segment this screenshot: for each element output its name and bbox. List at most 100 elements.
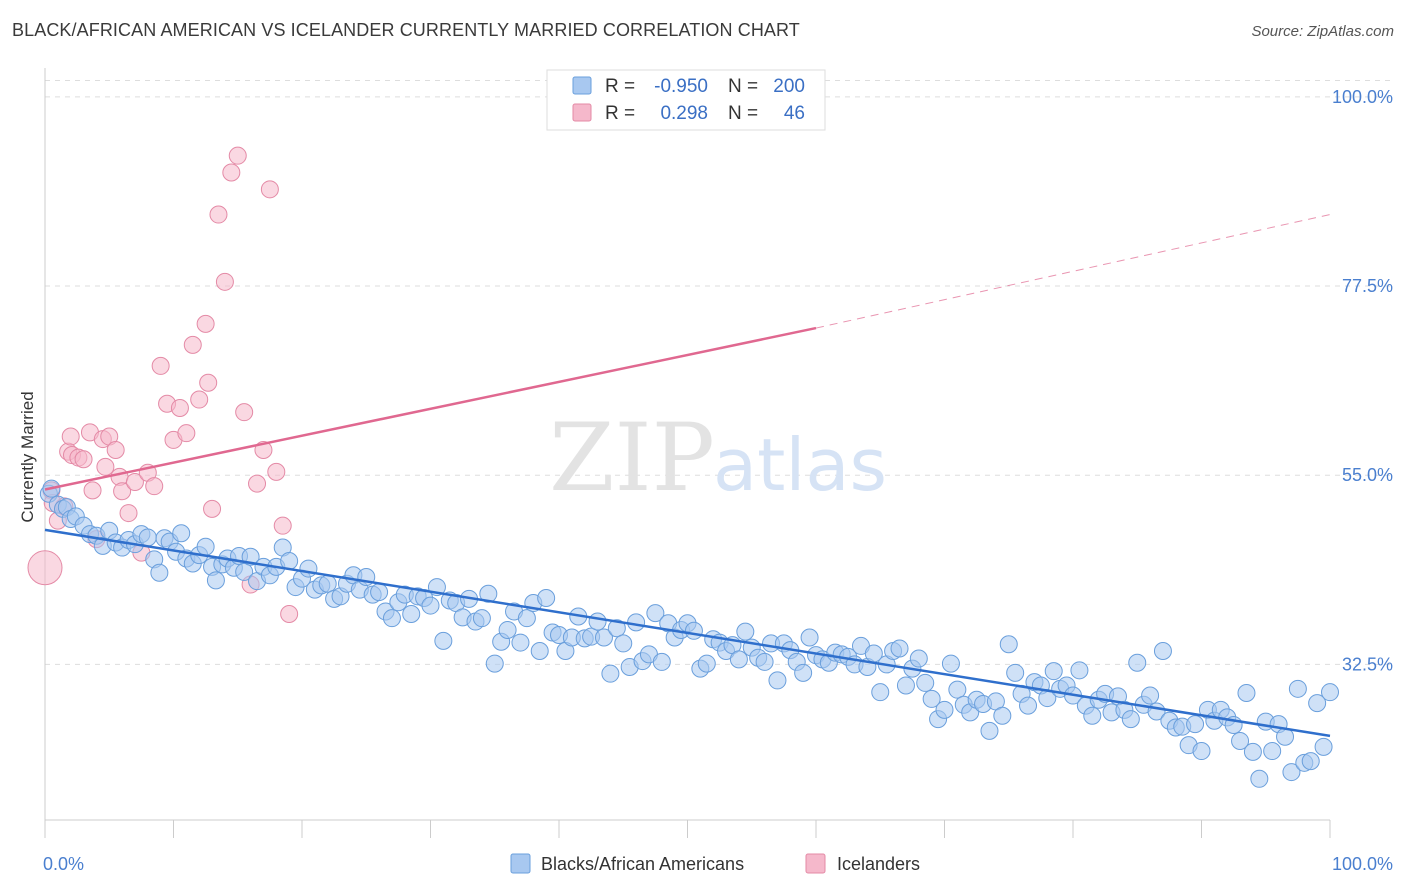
- icelanders-point: [248, 474, 267, 493]
- icelanders-point: [260, 180, 279, 199]
- icelanders-point: [145, 477, 164, 496]
- series-legend: Blacks/African Americans Icelanders: [510, 853, 920, 874]
- blacks-point: [652, 652, 671, 671]
- blacks-point: [607, 619, 626, 638]
- icelanders-point: [222, 163, 241, 182]
- blacks-point: [646, 604, 665, 623]
- blacks-point: [1192, 742, 1211, 761]
- blacks-point: [999, 635, 1018, 654]
- icelanders-point: [267, 462, 286, 481]
- blacks-point: [890, 639, 909, 658]
- blacks-point: [601, 664, 620, 683]
- legend-bottom-swatch-blue: [510, 853, 531, 874]
- blacks-point: [1237, 684, 1256, 703]
- blacks-point: [1121, 710, 1140, 729]
- icelanders-point: [61, 427, 80, 446]
- icelanders-point: [203, 499, 222, 518]
- icelanders-point: [280, 604, 299, 623]
- icelanders-point: [96, 457, 115, 476]
- icelanders-point: [199, 373, 218, 392]
- icelanders-point: [74, 450, 93, 469]
- blacks-point: [1141, 686, 1160, 705]
- legend-n-value-2: 46: [784, 103, 805, 124]
- blacks-point: [1282, 763, 1301, 782]
- blacks-point: [196, 537, 215, 556]
- legend-bottom-swatch-pink: [805, 853, 826, 874]
- blacks-point: [517, 609, 536, 628]
- y-tick-labels: 32.5% 55.0% 77.5% 100.0%: [1332, 87, 1393, 675]
- legend-n-value-1: 200: [773, 76, 805, 97]
- blacks-point: [1314, 737, 1333, 756]
- blacks-point: [318, 574, 337, 593]
- blacks-point: [1044, 662, 1063, 681]
- blacks-point: [896, 676, 915, 695]
- icelanders-point: [209, 205, 228, 224]
- blacks-point: [172, 524, 191, 543]
- legend-r-value-2: 0.298: [660, 103, 708, 124]
- blacks-point: [511, 633, 530, 652]
- y-tick-label-1: 55.0%: [1342, 465, 1393, 485]
- icelanders-point: [151, 356, 170, 375]
- blacks-point: [1006, 663, 1025, 682]
- blacks-point: [138, 528, 157, 547]
- icelanders-point: [27, 550, 63, 586]
- blacks-point: [479, 584, 498, 603]
- blacks-point: [1153, 641, 1172, 660]
- chart-title: BLACK/AFRICAN AMERICAN VS ICELANDER CURR…: [12, 20, 800, 40]
- blacks-point: [1083, 706, 1102, 725]
- blacks-point: [993, 706, 1012, 725]
- legend-swatch-blue: [572, 76, 592, 95]
- legend-bottom-label-blue: Blacks/African Americans: [541, 854, 744, 874]
- blacks-point: [472, 609, 491, 628]
- blacks-point: [916, 673, 935, 692]
- blacks-point: [729, 650, 748, 669]
- legend-r-label-2: R =: [605, 103, 635, 124]
- blacks-point: [736, 622, 755, 641]
- blacks-point: [421, 596, 440, 615]
- x-tick-label-1: 100.0%: [1332, 854, 1393, 874]
- icelanders-point: [215, 272, 234, 291]
- blacks-point: [235, 562, 254, 581]
- blacks-point: [150, 563, 169, 582]
- blacks-point: [1243, 742, 1262, 761]
- watermark-zip: ZIP: [549, 404, 715, 513]
- blacks-point: [941, 654, 960, 673]
- y-tick-label-3: 100.0%: [1332, 87, 1393, 107]
- blacks-point: [909, 649, 928, 668]
- blacks-point: [485, 654, 504, 673]
- blacks-point: [1231, 731, 1250, 750]
- blacks-point: [1186, 715, 1205, 734]
- blacks-points: [39, 479, 1339, 788]
- legend-n-label-2: N =: [728, 103, 758, 124]
- blacks-point: [1321, 683, 1339, 702]
- icelanders-point: [183, 335, 202, 354]
- legend-swatch-pink: [572, 103, 592, 122]
- blacks-point: [935, 700, 954, 719]
- blacks-point: [1308, 694, 1327, 713]
- watermark: ZIP atlas: [549, 404, 887, 513]
- icelanders-point: [113, 482, 132, 501]
- blacks-point: [1128, 653, 1147, 672]
- legend-box: [546, 69, 826, 131]
- icelanders-trend-extension: [815, 214, 1331, 329]
- blacks-point: [794, 663, 813, 682]
- blacks-point: [755, 652, 774, 671]
- blacks-point: [434, 631, 453, 650]
- y-tick-label-2: 77.5%: [1342, 276, 1393, 296]
- blacks-point: [382, 609, 401, 628]
- blacks-point: [402, 604, 421, 623]
- icelanders-point: [190, 390, 209, 409]
- blacks-point: [1301, 752, 1320, 771]
- icelanders-point: [125, 472, 144, 491]
- blacks-point: [530, 641, 549, 660]
- icelanders-trend-line: [44, 326, 817, 491]
- trend-lines: [44, 214, 1331, 738]
- icelanders-point: [196, 314, 215, 333]
- y-tick-label-0: 32.5%: [1342, 654, 1393, 674]
- blacks-point: [697, 654, 716, 673]
- blacks-point: [299, 559, 318, 578]
- blacks-point: [684, 621, 703, 640]
- blacks-point: [1019, 696, 1038, 715]
- blacks-point: [1263, 742, 1282, 761]
